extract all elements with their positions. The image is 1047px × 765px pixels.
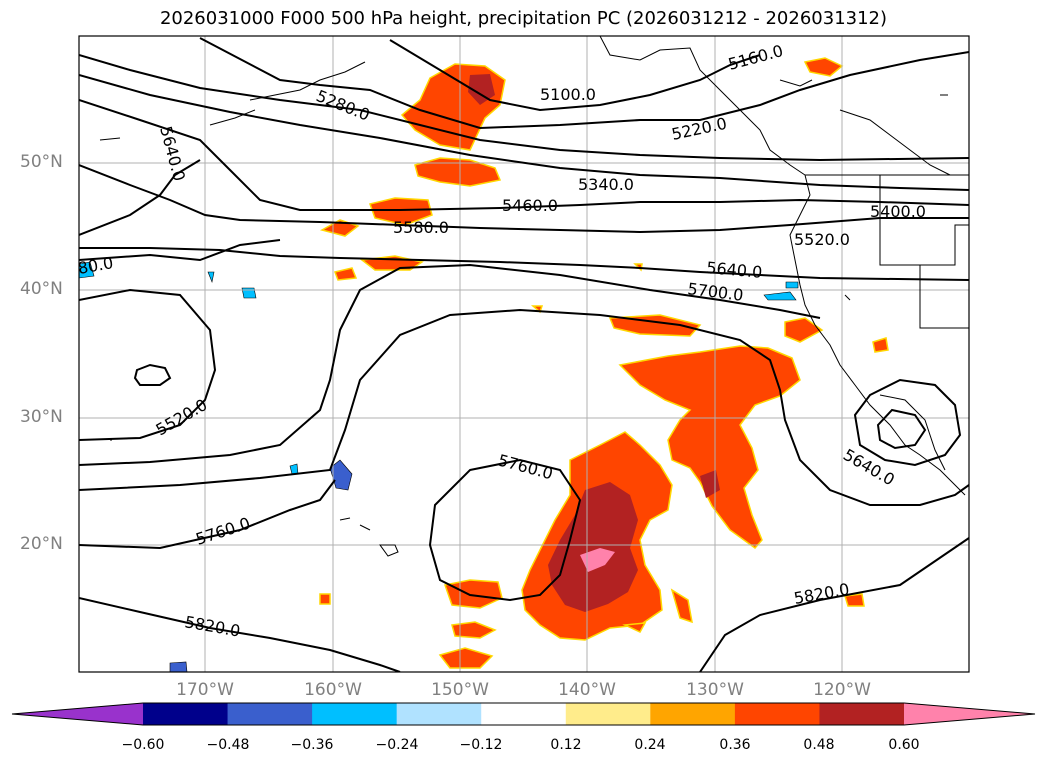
lat-label: 20°N xyxy=(20,534,63,554)
lon-label: 140°W xyxy=(558,680,616,700)
plot-frame xyxy=(78,35,970,673)
colorbar-segment xyxy=(650,703,736,725)
colorbar-segment xyxy=(481,703,567,725)
colorbar-tick: −0.60 xyxy=(121,737,165,753)
colorbar-segment xyxy=(396,703,482,725)
colorbar-over-arrow xyxy=(904,703,1035,725)
colorbar-tick: 0.24 xyxy=(634,737,666,753)
lon-label: 130°W xyxy=(686,680,744,700)
contour-label: 5460.0 xyxy=(502,196,558,215)
colorbar-segment xyxy=(734,703,820,725)
colorbar-tick: −0.48 xyxy=(206,737,250,753)
colorbar-segment xyxy=(565,703,651,725)
contour-label: 5580.0 xyxy=(393,218,449,237)
colorbar-tick: 0.12 xyxy=(550,737,582,753)
lat-label: 40°N xyxy=(20,279,63,299)
height-contours xyxy=(79,37,969,672)
colorbar-tick: 0.48 xyxy=(803,737,835,753)
colorbar-tick: −0.12 xyxy=(459,737,503,753)
lon-label: 120°W xyxy=(813,680,871,700)
contour-label: 5520.0 xyxy=(794,230,850,249)
lat-label: 30°N xyxy=(20,407,63,427)
colorbar-segments xyxy=(143,703,905,725)
lon-label: 150°W xyxy=(431,680,489,700)
lat-label: 50°N xyxy=(20,152,63,172)
coastlines xyxy=(99,36,969,557)
colorbar-segment xyxy=(312,703,398,725)
map-title: 2026031000 F000 500 hPa height, precipit… xyxy=(159,8,888,29)
colorbar-tick: −0.36 xyxy=(290,737,334,753)
colorbar-segment xyxy=(143,703,229,725)
lon-label: 170°W xyxy=(176,680,234,700)
colorbar-tick: 0.36 xyxy=(719,737,751,753)
contour-label: 5640.0 xyxy=(706,258,763,282)
contour-label: 5400.0 xyxy=(870,202,926,221)
lon-label: 160°W xyxy=(304,680,362,700)
precip-positive-shading xyxy=(319,57,889,669)
colorbar-segment xyxy=(819,703,905,725)
colorbar-under-arrow xyxy=(12,703,143,725)
colorbar-tick: 0.60 xyxy=(888,737,920,753)
map-plot-area: 5160.0 5100.0 5220.0 5280.0 5640.0 5340.… xyxy=(79,36,969,672)
colorbar-segment xyxy=(227,703,313,725)
colorbar-outline xyxy=(11,702,1036,726)
colorbar xyxy=(11,702,1036,726)
precip-negative-shading xyxy=(79,261,799,672)
colorbar-tick: −0.24 xyxy=(375,737,419,753)
contour-label: 5340.0 xyxy=(578,175,634,194)
contour-label: 5100.0 xyxy=(540,85,596,104)
